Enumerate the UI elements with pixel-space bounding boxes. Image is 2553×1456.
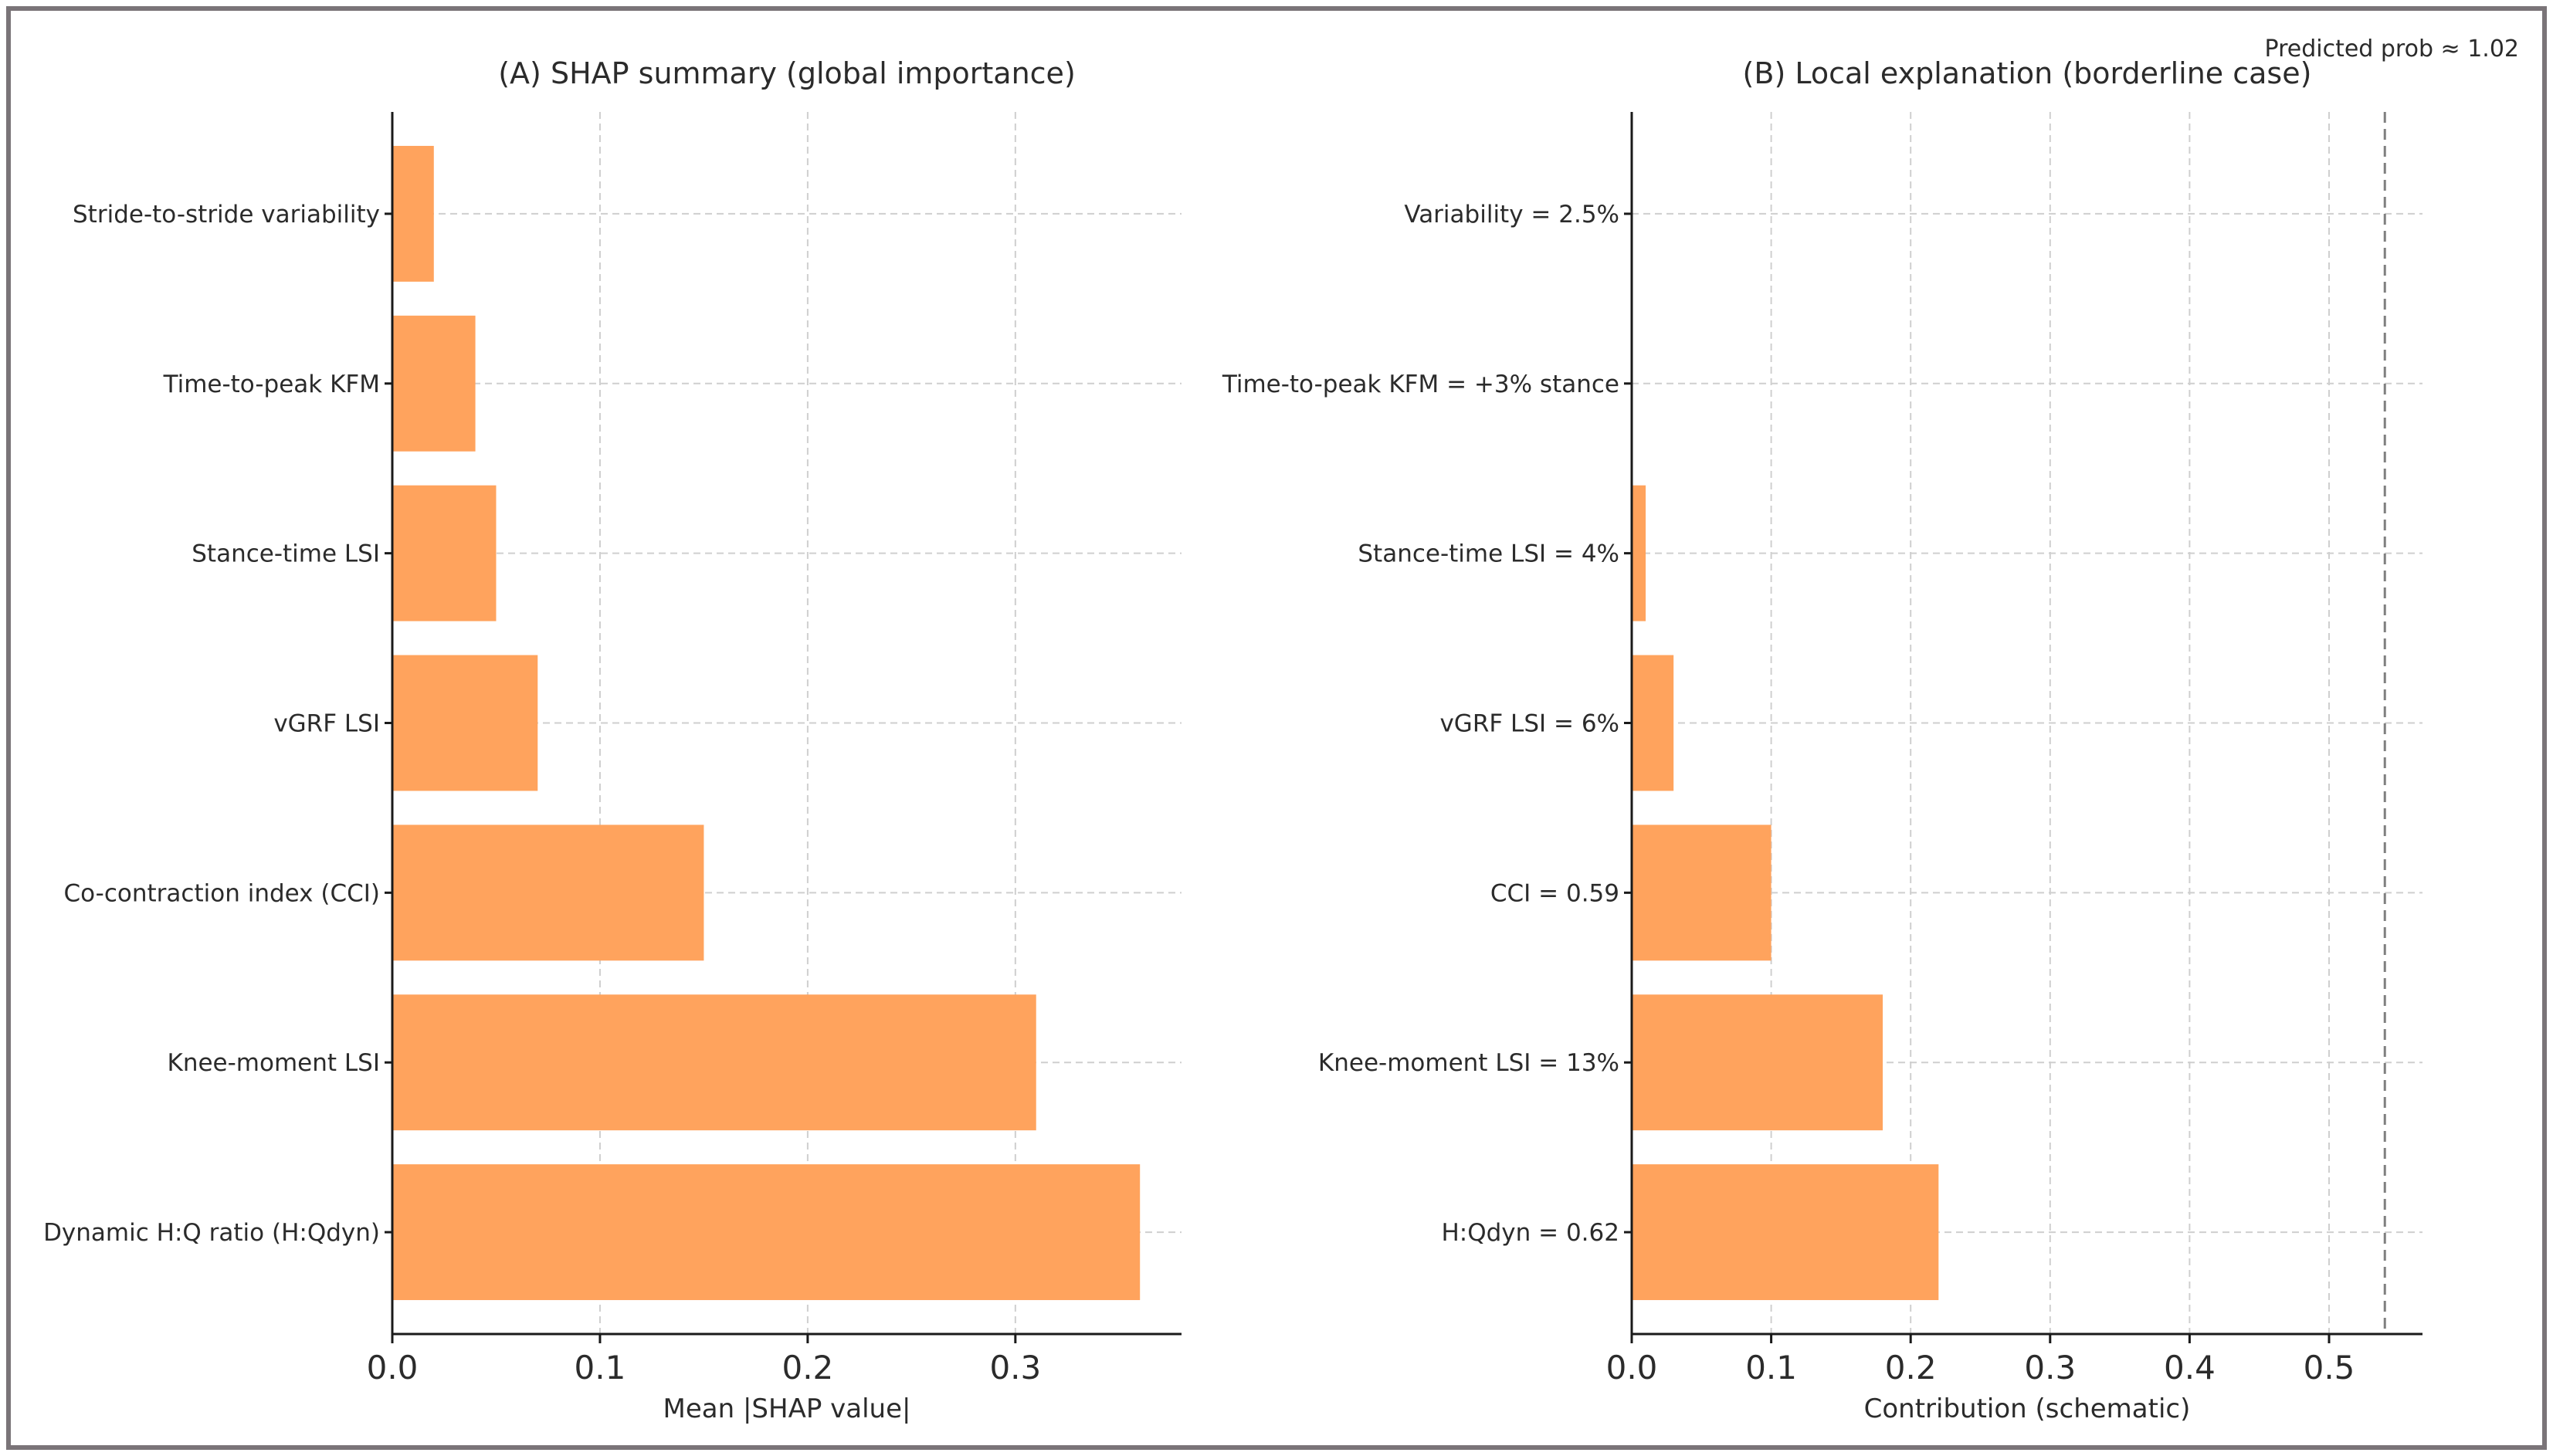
bar: [1632, 825, 1772, 961]
bar: [1632, 485, 1646, 621]
y-tick-label: Stride-to-stride variability: [73, 201, 380, 229]
y-tick-label: Dynamic H:Q ratio (H:Qdyn): [43, 1219, 380, 1247]
y-tick-label: Co-contraction index (CCI): [64, 879, 381, 907]
y-tick-label: Knee-moment LSI = 13%: [1318, 1049, 1619, 1077]
x-tick-label: 0.2: [1885, 1349, 1937, 1387]
bar: [392, 655, 538, 791]
x-tick-label: 0.5: [2304, 1349, 2355, 1387]
bar: [392, 145, 434, 282]
y-tick-label: Knee-moment LSI: [168, 1049, 381, 1077]
bar: [392, 1164, 1141, 1301]
y-tick-label: CCI = 0.59: [1490, 879, 1619, 907]
bar: [392, 315, 476, 452]
bar: [392, 994, 1036, 1131]
y-tick-label: Stance-time LSI = 4%: [1358, 540, 1619, 568]
x-tick-label: 0.4: [2164, 1349, 2216, 1387]
x-tick-label: 0.3: [989, 1349, 1041, 1387]
y-tick-label: H:Qdyn = 0.62: [1441, 1219, 1619, 1247]
y-tick-label: vGRF LSI: [273, 710, 380, 738]
x-tick-label: 0.0: [367, 1349, 419, 1387]
x-tick-label: 0.2: [781, 1349, 833, 1387]
y-tick-label: Stance-time LSI: [192, 540, 380, 568]
panel-a-shap-summary: (A) SHAP summary (global importance) 0.0 0…: [43, 56, 1182, 1424]
x-tick-label: 0.1: [575, 1349, 626, 1387]
y-tick-label: Variability = 2.5%: [1404, 201, 1619, 229]
x-tick-label: 0.0: [1606, 1349, 1658, 1387]
bar: [1632, 1164, 1939, 1301]
x-axis-label: Mean |SHAP value|: [663, 1393, 911, 1424]
y-tick-label: vGRF LSI = 6%: [1439, 710, 1619, 738]
x-tick-label: 0.3: [2024, 1349, 2076, 1387]
x-axis-label: Contribution (schematic): [1864, 1393, 2191, 1424]
x-tick-label: 0.1: [1745, 1349, 1797, 1387]
panel-b-local-explanation: (B) Local explanation (borderline case) 0…: [1222, 56, 2422, 1424]
predicted-prob-note: Predicted prob ≈ 1.02: [2265, 36, 2520, 63]
chart-title: (A) SHAP summary (global importance): [498, 56, 1076, 90]
y-tick-label: Time-to-peak KFM = +3% stance: [1222, 371, 1619, 398]
chart-title: (B) Local explanation (borderline case): [1743, 56, 2312, 90]
y-tick-label: Time-to-peak KFM: [163, 371, 380, 398]
bar: [392, 485, 497, 621]
bar: [1632, 994, 1883, 1131]
bar: [1632, 655, 1674, 791]
bar: [392, 825, 704, 961]
